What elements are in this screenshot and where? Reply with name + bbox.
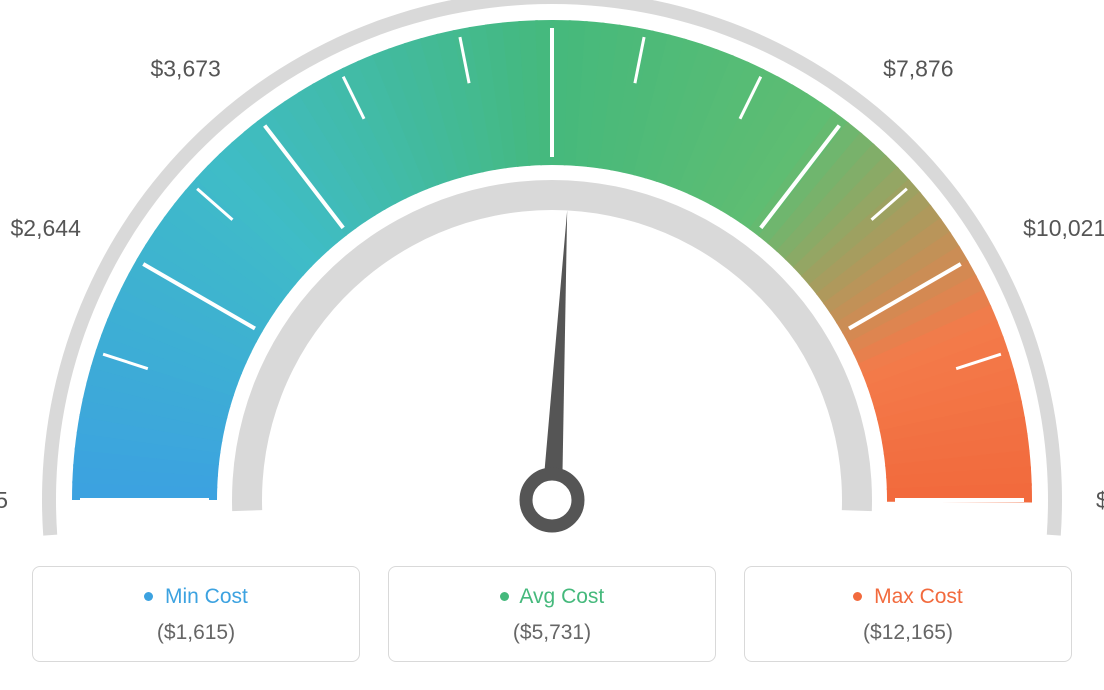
max-cost-card: Max Cost ($12,165)	[744, 566, 1072, 662]
max-cost-value: ($12,165)	[755, 621, 1061, 645]
gauge-tick-label: $10,021	[1023, 215, 1104, 241]
avg-cost-value: ($5,731)	[399, 621, 705, 645]
avg-cost-title: Avg Cost	[399, 585, 705, 609]
gauge-needle-hub	[526, 474, 578, 526]
gauge-tick-label: $2,644	[11, 215, 82, 241]
min-cost-value: ($1,615)	[43, 621, 349, 645]
summary-cards: Min Cost ($1,615) Avg Cost ($5,731) Max …	[32, 566, 1072, 662]
avg-cost-label: Avg Cost	[519, 585, 604, 608]
min-dot-icon	[144, 592, 153, 601]
gauge-needle	[542, 210, 567, 500]
gauge-tick-label: $1,615	[0, 487, 8, 513]
min-cost-title: Min Cost	[43, 585, 349, 609]
gauge-chart-container: $1,615$2,644$3,673$5,731$7,876$10,021$12…	[0, 0, 1104, 690]
min-cost-label: Min Cost	[165, 585, 248, 608]
gauge-tick-label: $12,165	[1096, 487, 1104, 513]
gauge-svg: $1,615$2,644$3,673$5,731$7,876$10,021$12…	[0, 0, 1104, 560]
max-cost-title: Max Cost	[755, 585, 1061, 609]
gauge-tick-label: $7,876	[883, 55, 953, 81]
max-dot-icon	[853, 592, 862, 601]
gauge-area: $1,615$2,644$3,673$5,731$7,876$10,021$12…	[0, 0, 1104, 560]
avg-cost-card: Avg Cost ($5,731)	[388, 566, 716, 662]
avg-dot-icon	[500, 592, 509, 601]
min-cost-card: Min Cost ($1,615)	[32, 566, 360, 662]
max-cost-label: Max Cost	[874, 585, 963, 608]
gauge-tick-label: $3,673	[150, 55, 220, 81]
